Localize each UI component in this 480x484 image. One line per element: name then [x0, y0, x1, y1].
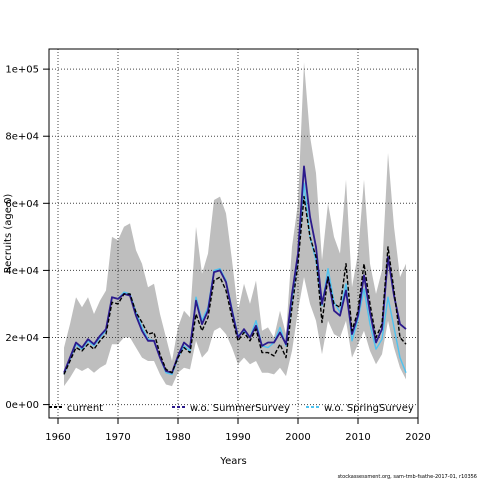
- legend-item: current: [49, 403, 103, 414]
- y-tick-label: 1e+05: [5, 65, 39, 76]
- x-tick-label: 2020: [405, 432, 430, 443]
- series-line-current: [63, 195, 407, 375]
- y-tick-label: 4e+04: [5, 266, 39, 277]
- legend-label: current: [67, 403, 103, 414]
- x-axis-title: Years: [219, 456, 246, 467]
- y-axis-title: Recruits (age 0): [3, 194, 14, 274]
- y-tick-label: 8e+04: [5, 132, 39, 143]
- x-tick-label: 1990: [225, 432, 250, 443]
- x-tick-label: 2010: [345, 432, 370, 443]
- y-tick-label: 0e+00: [5, 400, 39, 411]
- legend-label: w.o. SummerSurvey: [190, 403, 290, 414]
- legend: current w.o. SummerSurvey w.o. SpringSurve…: [49, 403, 414, 414]
- legend-label: w.o. SpringSurvey: [324, 403, 414, 414]
- legend-item: w.o. SummerSurvey: [172, 403, 290, 414]
- x-tick-label: 2000: [285, 432, 310, 443]
- footer-note: stockassessment.org, sam-tmb-fsathe-2017…: [338, 474, 477, 480]
- series-layer: [63, 165, 407, 376]
- x-tick-label: 1960: [45, 432, 70, 443]
- x-tick-label: 1980: [165, 432, 190, 443]
- legend-item: w.o. SpringSurvey: [306, 403, 414, 414]
- series-line-w-o-summersurvey: [63, 165, 407, 374]
- y-tick-label: 6e+04: [5, 199, 39, 210]
- x-tick-label: 1970: [105, 432, 130, 443]
- x-axis: 1960 1970 1980 1990 2000 2010 2020: [45, 417, 431, 443]
- y-tick-label: 2e+04: [5, 333, 39, 344]
- y-axis: 0e+00 2e+04 4e+04 6e+04 8e+04 1e+05: [5, 65, 49, 411]
